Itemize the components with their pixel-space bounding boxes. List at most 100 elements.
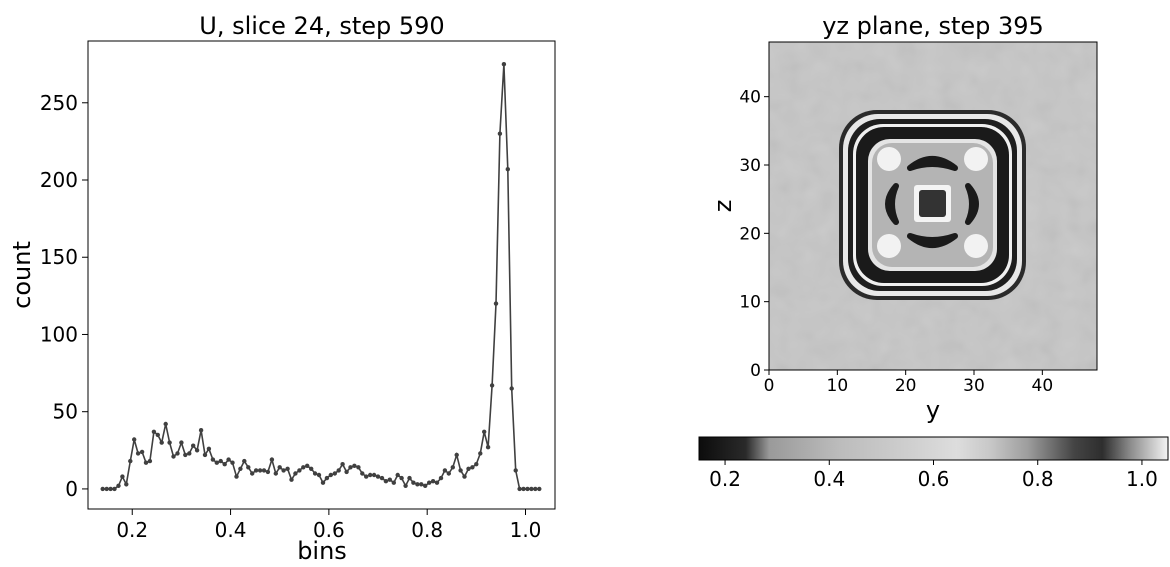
data-point bbox=[387, 477, 392, 482]
data-point bbox=[167, 440, 172, 445]
x-tick-label: 0.4 bbox=[215, 518, 247, 542]
data-point bbox=[407, 475, 412, 481]
heatmap-y-tick-label: 10 bbox=[739, 293, 761, 313]
data-point bbox=[478, 451, 483, 456]
data-point bbox=[470, 465, 475, 470]
corner-blob bbox=[877, 147, 901, 171]
data-point bbox=[171, 454, 176, 459]
data-point bbox=[135, 451, 141, 456]
data-point bbox=[116, 483, 121, 488]
data-point bbox=[368, 472, 373, 478]
data-point bbox=[328, 472, 333, 478]
data-point bbox=[151, 429, 157, 434]
heatmap-image bbox=[769, 42, 1097, 370]
data-point bbox=[336, 468, 341, 473]
data-point bbox=[309, 466, 314, 471]
x-tick-label: 0.2 bbox=[116, 518, 148, 542]
heatmap-y-tick-label: 0 bbox=[750, 361, 761, 381]
colorbar-tick-label: 0.6 bbox=[918, 467, 950, 491]
data-point bbox=[124, 482, 129, 487]
corner-blob bbox=[964, 147, 988, 171]
data-point bbox=[517, 486, 522, 492]
corner-blob bbox=[877, 234, 901, 258]
data-point bbox=[485, 445, 491, 450]
colorbar-tick-label: 0.4 bbox=[813, 467, 845, 491]
data-point bbox=[273, 471, 278, 476]
arc-bottom bbox=[907, 233, 958, 248]
heatmap-y-label: z bbox=[709, 200, 737, 213]
data-point bbox=[462, 474, 467, 479]
series-line bbox=[102, 64, 540, 490]
colorbar-tick-label: 0.8 bbox=[1022, 467, 1054, 491]
data-point bbox=[364, 474, 369, 479]
data-point bbox=[458, 468, 463, 473]
data-point bbox=[344, 469, 349, 475]
data-point bbox=[222, 462, 227, 467]
data-point bbox=[179, 440, 184, 445]
data-point bbox=[269, 457, 275, 462]
colorbar-tick-label: 0.2 bbox=[709, 467, 741, 491]
data-point bbox=[505, 167, 510, 172]
heatmap-x-tick-label: 0 bbox=[764, 376, 775, 396]
data-point bbox=[395, 472, 400, 478]
data-point bbox=[297, 468, 302, 473]
data-point bbox=[533, 486, 538, 492]
y-tick-label: 0 bbox=[65, 477, 78, 501]
heatmap-x-tick-label: 40 bbox=[1032, 376, 1054, 396]
line-chart: U, slice 24, step 590 0.2 0.4 0.6 0.8 1.0 0 50… bbox=[8, 12, 556, 565]
data-point bbox=[352, 463, 357, 468]
data-point bbox=[120, 474, 125, 479]
data-point bbox=[379, 475, 385, 481]
x-axis-label: bins bbox=[297, 537, 347, 563]
data-point bbox=[202, 452, 208, 458]
series-markers bbox=[100, 61, 542, 492]
x-tick-label: 0.6 bbox=[313, 518, 345, 542]
data-point bbox=[250, 471, 255, 476]
data-point bbox=[265, 469, 271, 475]
data-point bbox=[253, 468, 259, 473]
data-point bbox=[489, 383, 495, 388]
data-point bbox=[340, 462, 345, 467]
colorbar-ticks: 0.2 0.4 0.6 0.8 1.0 bbox=[709, 460, 1158, 491]
arc-left bbox=[885, 183, 899, 225]
data-point bbox=[281, 468, 286, 473]
x-tick-label: 0.8 bbox=[411, 518, 443, 542]
data-point bbox=[529, 486, 534, 492]
data-point bbox=[108, 486, 113, 492]
data-point bbox=[175, 451, 180, 456]
arc-top bbox=[907, 156, 958, 171]
data-point bbox=[187, 451, 192, 456]
data-point bbox=[261, 468, 267, 473]
data-point bbox=[143, 460, 149, 465]
heatmap-y-tick-label: 40 bbox=[739, 88, 761, 108]
arc-right bbox=[965, 183, 979, 225]
data-point bbox=[194, 448, 200, 453]
data-point bbox=[242, 458, 247, 464]
corner-blob bbox=[964, 234, 988, 258]
data-point bbox=[218, 458, 223, 464]
data-point bbox=[305, 463, 310, 468]
data-point bbox=[442, 468, 448, 473]
data-point bbox=[139, 449, 145, 455]
data-point bbox=[454, 452, 459, 458]
data-point bbox=[509, 386, 514, 391]
data-point bbox=[183, 452, 188, 458]
data-point bbox=[383, 479, 389, 484]
data-point bbox=[312, 471, 318, 476]
axis-ticks: 0.2 0.4 0.6 0.8 1.0 0 50 100 150 200 250 bbox=[40, 91, 542, 542]
data-point bbox=[316, 472, 322, 478]
heatmap-x-label: y bbox=[926, 396, 940, 424]
heatmap-y-tick-label: 20 bbox=[739, 224, 761, 244]
data-point bbox=[482, 429, 487, 434]
data-point bbox=[501, 61, 507, 67]
data-point bbox=[238, 466, 243, 471]
data-point bbox=[198, 428, 204, 433]
data-point bbox=[206, 446, 212, 451]
data-point bbox=[104, 486, 109, 492]
data-point bbox=[234, 474, 239, 479]
data-point bbox=[371, 472, 377, 478]
y-axis-label: count bbox=[8, 241, 36, 309]
data-point bbox=[285, 466, 290, 471]
data-point bbox=[403, 483, 408, 488]
